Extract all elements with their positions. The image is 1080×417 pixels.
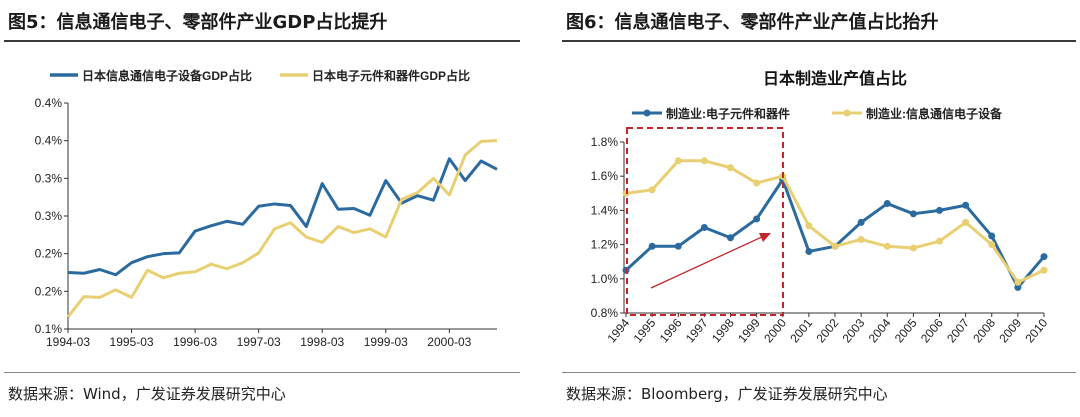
data-point [674,242,682,250]
data-point [753,215,761,223]
x-tick-label: 2005 [892,316,920,346]
title-divider [562,40,1076,42]
x-tick-label: 1998 [709,316,737,346]
data-point [988,232,996,240]
x-tick-label: 2010 [1022,316,1050,346]
y-tick-label: 0.8% [591,306,619,320]
data-point [805,222,813,230]
data-point [988,241,996,249]
y-tick-label: 1.4% [591,203,619,217]
x-tick-label: 1999-03 [364,335,408,349]
x-tick-label: 2001 [787,316,815,346]
data-point [1014,278,1022,286]
figure5-title: 图5：信息通信电子、零部件产业GDP占比提升 [8,12,388,33]
data-point [962,218,970,226]
data-point [1014,283,1022,291]
data-point [805,247,813,255]
source-divider [4,372,520,373]
x-tick-label: 2008 [970,316,998,346]
data-point [831,242,839,250]
x-tick-label: 2004 [866,316,894,346]
x-tick-label: 1994 [604,316,632,346]
data-point [936,237,943,245]
source-divider [562,372,1076,373]
data-point [648,186,656,194]
trend-arrow [650,235,765,289]
figure6-title: 图6：信息通信电子、零部件产业产值占比抬升 [566,12,939,33]
data-point [700,157,708,165]
x-tick-label: 1994-03 [46,335,90,349]
highlight-box [626,127,784,316]
data-point [936,206,943,214]
data-point [883,242,891,250]
data-point [727,164,734,172]
data-point [700,224,708,231]
x-tick-label: 1997 [683,316,711,346]
y-tick-label: 0.3% [35,209,63,223]
y-tick-label: 1.0% [591,272,619,286]
legend-label: 制造业:信息通信电子设备 [866,106,1003,121]
y-tick-label: 0.4% [35,134,63,148]
x-tick-label: 2002 [813,316,841,346]
y-tick-label: 0.1% [35,322,63,336]
x-tick-label: 2009 [996,316,1024,346]
x-tick-label: 1995-03 [110,335,154,349]
y-tick-label: 0.2% [35,284,63,298]
x-tick-label: 2007 [944,316,972,346]
data-point [909,210,917,218]
x-tick-label: 2000-03 [427,335,471,349]
legend-label: 日本信息通信电子设备GDP占比 [82,68,252,83]
data-point [883,200,891,208]
data-point [674,157,682,165]
x-tick-label: 1997-03 [237,335,281,349]
legend-label: 日本电子元件和器件GDP占比 [312,68,470,83]
data-point [648,242,656,250]
x-tick-label: 1999 [735,316,763,346]
x-tick-label: 2006 [918,316,946,346]
figure6-source: 数据来源：Bloomberg，广发证券发展研究中心 [566,385,888,403]
legend-label: 制造业:电子元件和器件 [666,106,790,121]
data-point [962,201,970,209]
data-point [753,179,761,187]
figure5-source: 数据来源：Wind，广发证券发展研究中心 [8,385,286,403]
data-point [909,244,917,252]
x-tick-label: 1996 [657,316,685,346]
chart-title: 日本制造业产值占比 [763,69,907,88]
series-line-0 [67,157,498,277]
arrow-head-icon [759,233,771,242]
legend-marker [643,109,651,117]
legend-marker [843,109,851,117]
y-tick-label: 1.2% [591,238,619,252]
x-tick-label: 2003 [840,316,868,346]
x-tick-label: 2000 [761,316,789,346]
y-tick-label: 0.4% [35,96,63,110]
title-divider [4,40,520,42]
y-tick-label: 1.6% [591,169,619,183]
series-line-1 [66,139,498,318]
data-point [857,218,865,226]
data-point [727,234,734,242]
y-tick-label: 0.2% [35,247,63,261]
x-tick-label: 1998-03 [300,335,344,349]
data-point [857,235,865,243]
y-tick-label: 1.8% [591,135,619,149]
x-tick-label: 1995 [631,316,659,346]
data-point [1040,266,1048,274]
y-tick-label: 0.3% [35,171,63,185]
data-point [1040,253,1048,261]
x-tick-label: 1996-03 [173,335,217,349]
